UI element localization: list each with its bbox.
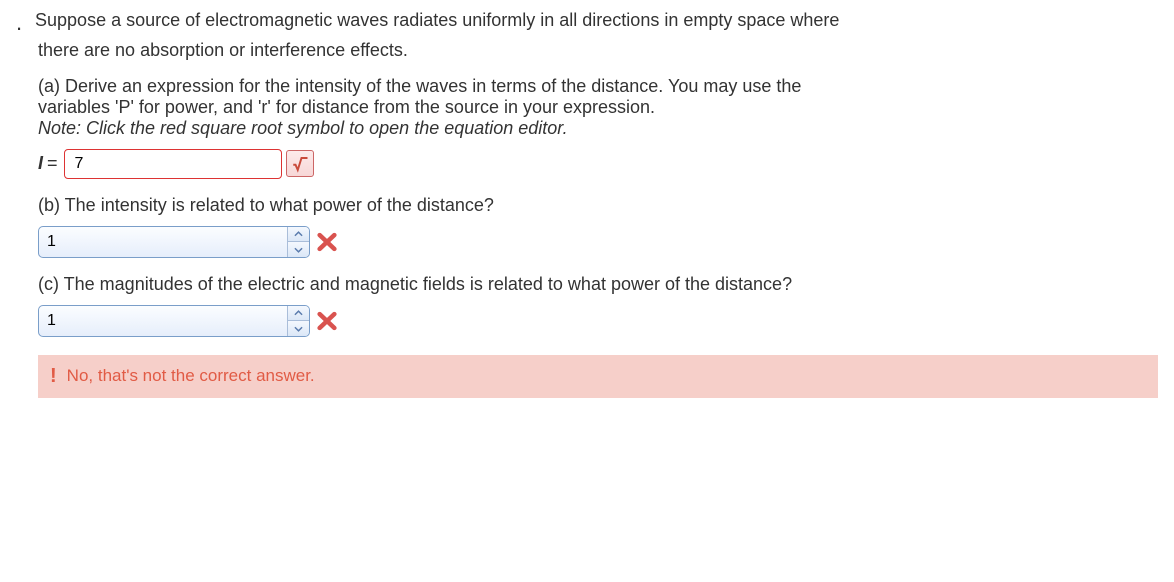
part-a: (a) Derive an expression for the intensi… (38, 76, 1158, 139)
part-c-step-down[interactable] (288, 321, 309, 336)
part-b-step-up[interactable] (288, 227, 309, 243)
chevron-down-icon (294, 247, 303, 253)
intro-line1: Suppose a source of electromagnetic wave… (35, 10, 839, 30)
part-a-input[interactable] (73, 154, 284, 174)
part-c-input[interactable] (39, 312, 287, 330)
chevron-up-icon (294, 231, 303, 237)
part-c-spin-buttons (287, 306, 309, 336)
part-c-answer-row (38, 305, 1158, 337)
part-b-answer-row (38, 226, 1158, 258)
intro-line2: there are no absorption or interference … (38, 38, 408, 62)
feedback-banner: ! No, that's not the correct answer. (38, 355, 1158, 398)
exclamation-icon: ! (50, 365, 57, 388)
part-c-wrong-icon (316, 311, 338, 332)
sqrt-icon (291, 155, 309, 173)
intensity-variable: I (38, 153, 43, 174)
bullet-dot: . (16, 8, 26, 38)
feedback-text: No, that's not the correct answer. (67, 366, 315, 386)
part-a-answer-row: I = ✕ (38, 149, 1158, 179)
part-b-step-down[interactable] (288, 242, 309, 257)
part-a-line1: (a) Derive an expression for the intensi… (38, 76, 1158, 97)
part-c-step-up[interactable] (288, 306, 309, 322)
part-b-spin-buttons (287, 227, 309, 257)
part-b-input[interactable] (39, 233, 287, 251)
part-a-line2: variables 'P' for power, and 'r' for dis… (38, 97, 1158, 118)
equals-sign: = (47, 153, 58, 174)
part-c-spinner (38, 305, 310, 337)
part-b-spinner (38, 226, 310, 258)
chevron-up-icon (294, 310, 303, 316)
equation-editor-button[interactable] (286, 150, 314, 177)
part-b-wrong-icon (316, 232, 338, 253)
part-b-text: (b) The intensity is related to what pow… (38, 195, 1158, 216)
chevron-down-icon (294, 326, 303, 332)
part-a-input-wrapper: ✕ (64, 149, 282, 179)
part-a-note: Note: Click the red square root symbol t… (38, 118, 1158, 139)
part-c-text: (c) The magnitudes of the electric and m… (38, 274, 1158, 295)
